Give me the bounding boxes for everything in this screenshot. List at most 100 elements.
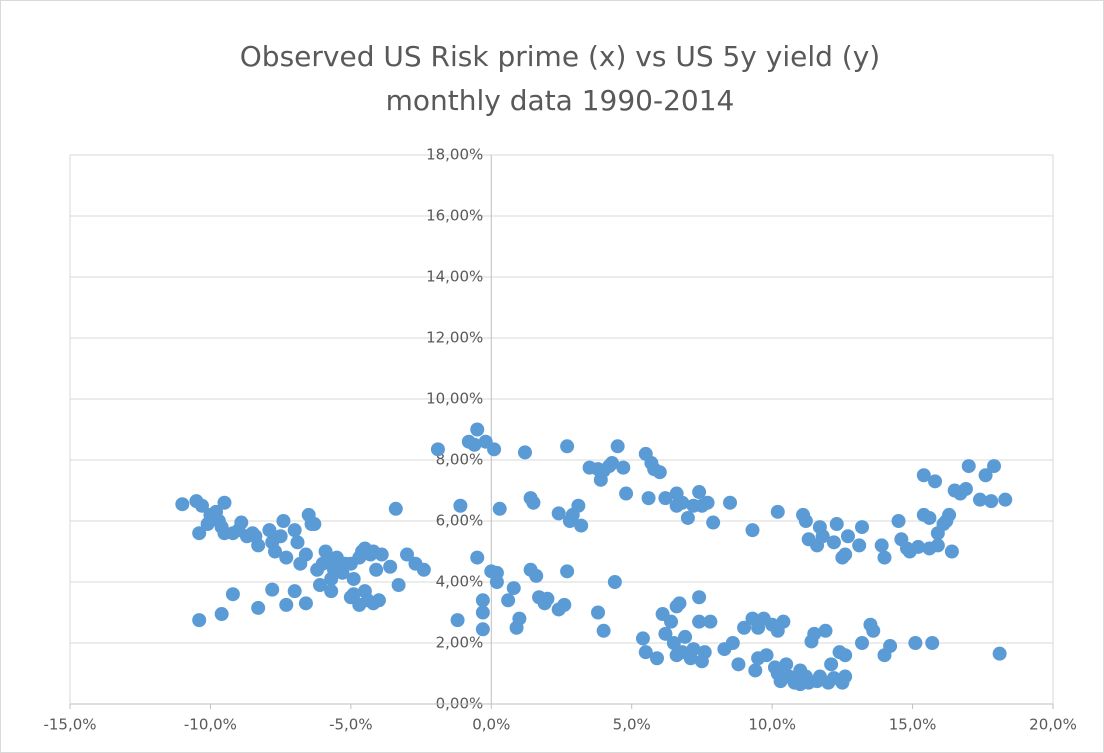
point: [214, 607, 229, 622]
point: [723, 495, 738, 510]
point: [276, 514, 291, 528]
point: [512, 611, 527, 626]
x-tick-label: 0,0%: [472, 716, 510, 734]
point: [540, 591, 555, 606]
point: [487, 442, 502, 457]
point: [374, 547, 389, 562]
point: [388, 501, 403, 516]
point: [175, 497, 190, 512]
point: [748, 663, 763, 678]
y-tick-label: 16,00%: [426, 207, 483, 225]
y-tick-label: 14,00%: [426, 268, 483, 286]
point: [557, 597, 572, 612]
point: [815, 529, 830, 544]
point: [605, 456, 620, 471]
point: [984, 494, 999, 509]
point: [265, 582, 280, 597]
point: [560, 439, 575, 454]
point: [225, 587, 240, 602]
point: [430, 442, 445, 457]
point: [192, 613, 207, 628]
point: [700, 495, 715, 510]
point: [737, 620, 752, 635]
point: [369, 562, 384, 577]
point: [453, 498, 468, 513]
point: [877, 550, 892, 565]
point: [383, 559, 398, 574]
point: [759, 648, 774, 663]
point: [818, 623, 833, 638]
point: [596, 623, 611, 638]
point: [287, 584, 302, 599]
point: [489, 575, 504, 589]
point: [942, 507, 957, 522]
point: [517, 445, 532, 460]
point: [475, 593, 490, 608]
point: [251, 538, 266, 553]
point: [610, 439, 625, 454]
y-tick-label: 18,00%: [426, 146, 483, 164]
point: [279, 597, 294, 612]
point: [930, 538, 945, 553]
point: [298, 547, 313, 562]
point: [560, 564, 575, 579]
point: [883, 639, 898, 654]
point: [911, 539, 926, 554]
point: [217, 495, 232, 510]
point: [506, 581, 521, 596]
point: [635, 631, 650, 646]
point: [703, 614, 718, 629]
point: [998, 492, 1013, 507]
x-tick-label: -15,0%: [43, 716, 96, 734]
point: [268, 544, 283, 559]
point: [391, 578, 406, 593]
point: [770, 504, 785, 519]
point: [745, 523, 760, 538]
point: [273, 529, 288, 544]
point: [838, 547, 853, 562]
point: [501, 593, 516, 608]
point: [574, 518, 589, 533]
point: [529, 568, 544, 583]
point: [641, 491, 656, 506]
point: [866, 623, 881, 638]
point: [731, 657, 746, 672]
point: [961, 459, 976, 474]
point: [972, 492, 987, 507]
point: [838, 669, 853, 684]
point: [470, 550, 485, 565]
point: [371, 593, 386, 608]
point: [279, 550, 294, 565]
point: [616, 460, 631, 475]
y-tick-label: 6,00%: [436, 512, 484, 530]
point: [416, 562, 431, 577]
chart-subtitle: monthly data 1990-2014: [386, 84, 735, 117]
point: [324, 584, 339, 599]
point: [944, 544, 959, 559]
x-tick-label: -5,0%: [329, 716, 373, 734]
point: [798, 514, 813, 528]
point: [346, 571, 361, 586]
point: [855, 636, 870, 650]
point: [807, 626, 822, 641]
point: [672, 596, 687, 611]
point: [829, 517, 844, 532]
point: [192, 526, 207, 541]
x-tick-label: -10,0%: [184, 716, 237, 734]
point: [492, 501, 507, 516]
point: [287, 523, 302, 538]
point: [251, 600, 266, 615]
point: [840, 529, 855, 544]
point: [826, 535, 841, 550]
point: [652, 465, 667, 480]
point: [928, 474, 943, 489]
point: [470, 422, 485, 437]
point: [779, 657, 794, 672]
point: [678, 629, 693, 644]
point: [987, 459, 1002, 474]
point: [307, 517, 322, 532]
point: [958, 481, 973, 496]
point: [706, 515, 721, 530]
